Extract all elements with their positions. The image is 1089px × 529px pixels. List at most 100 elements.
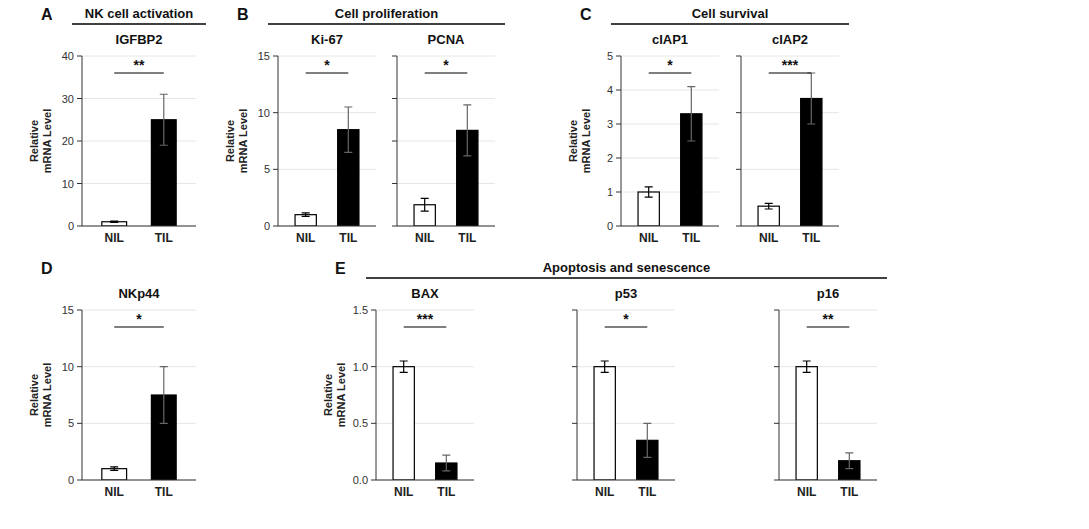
grid-line <box>397 141 495 142</box>
x-tick-label: NIL <box>639 231 658 245</box>
y-tick-label: 1.5 <box>353 304 368 316</box>
error-bar <box>160 94 168 145</box>
grid-line <box>577 366 675 367</box>
x-axis <box>741 226 839 227</box>
panel-title: cIAP2 <box>772 32 808 47</box>
panel: 0.00.51.01.5NILTILBAXRelativemRNA Level*… <box>322 260 474 499</box>
grid-line <box>82 183 196 184</box>
y-axis-label: RelativemRNA Level <box>28 109 53 173</box>
panel-letter: C <box>580 6 592 23</box>
y-tick <box>77 183 82 184</box>
y-tick-label: 10 <box>62 361 74 373</box>
grid-line <box>82 98 196 99</box>
significance-label: * <box>623 311 629 327</box>
bar <box>594 367 615 480</box>
y-tick <box>616 192 621 193</box>
y-tick-label: 0 <box>68 220 74 232</box>
y-tick <box>572 423 577 424</box>
y-tick-label: 40 <box>62 50 74 62</box>
error-bar <box>601 361 609 372</box>
y-tick <box>77 98 82 99</box>
x-tick-label: NIL <box>296 231 315 245</box>
y-tick <box>572 480 577 481</box>
grid-line <box>278 169 376 170</box>
y-tick-label: 1.0 <box>353 361 368 373</box>
panel-title: BAX <box>411 286 439 301</box>
panel-title: p53 <box>615 286 637 301</box>
error-bar <box>344 107 352 152</box>
grid-line <box>397 183 495 184</box>
y-tick <box>616 226 621 227</box>
error-bar <box>110 221 118 222</box>
bar <box>393 367 414 480</box>
y-tick-label: 30 <box>62 93 74 105</box>
error-bar <box>645 187 653 197</box>
panel: NILTILp53* <box>572 286 675 499</box>
y-tick <box>273 169 278 170</box>
y-tick <box>392 183 397 184</box>
grid-line <box>376 480 474 481</box>
y-tick <box>392 56 397 57</box>
y-tick <box>616 124 621 125</box>
plot-area <box>594 361 658 480</box>
panel-title: IGFBP2 <box>116 32 163 47</box>
plot-area <box>638 87 702 226</box>
panel: NILTILp16** <box>774 286 877 499</box>
y-axis-label: RelativemRNA Level <box>567 109 592 173</box>
grid-line <box>621 158 719 159</box>
plot-area <box>295 107 359 226</box>
x-tick-label: TIL <box>682 231 700 245</box>
panel-letter: A <box>41 6 53 23</box>
y-tick-label: 0 <box>607 220 613 232</box>
y-tick <box>77 226 82 227</box>
y-axis <box>741 56 742 226</box>
y-tick-label: 0.0 <box>353 474 368 486</box>
x-tick-label: TIL <box>155 485 173 499</box>
y-tick <box>371 310 376 311</box>
group-underline <box>268 23 505 25</box>
grid-line <box>82 480 196 481</box>
y-axis <box>577 310 578 480</box>
panel-title: Ki-67 <box>311 32 343 47</box>
panel: 051015NILTILKi-67RelativemRNA Level*B <box>224 6 376 245</box>
grid-line <box>82 366 196 367</box>
x-axis <box>376 480 474 481</box>
y-axis <box>397 56 398 226</box>
y-tick <box>77 480 82 481</box>
plot-area <box>758 73 822 226</box>
group-underline <box>72 23 206 25</box>
group-label: Cell survival <box>692 6 769 21</box>
x-tick-label: NIL <box>105 485 124 499</box>
y-tick <box>371 366 376 367</box>
y-tick <box>736 112 741 113</box>
y-tick <box>77 366 82 367</box>
y-tick <box>77 141 82 142</box>
y-tick <box>273 226 278 227</box>
plot-area <box>414 105 478 226</box>
x-tick-label: NIL <box>105 231 124 245</box>
significance-label: * <box>324 57 330 73</box>
bar <box>102 222 127 226</box>
x-tick-label: TIL <box>437 485 455 499</box>
panel-title: p16 <box>817 286 839 301</box>
grid-line <box>82 141 196 142</box>
x-axis <box>82 480 196 481</box>
background <box>0 0 1089 529</box>
y-tick <box>616 56 621 57</box>
grid-line <box>741 112 839 113</box>
group-underline <box>611 23 849 25</box>
figure: 010203040NILTILIGFBP2RelativemRNA Level*… <box>0 0 1089 529</box>
grid-line <box>82 423 196 424</box>
error-bar <box>687 87 695 141</box>
panel-title: PCNA <box>428 32 465 47</box>
grid-line <box>397 226 495 227</box>
grid-line <box>741 226 839 227</box>
y-tick-label: 10 <box>62 178 74 190</box>
grid-line <box>82 226 196 227</box>
grid-line <box>741 169 839 170</box>
error-bar <box>463 105 471 156</box>
y-tick <box>273 112 278 113</box>
y-tick <box>77 56 82 57</box>
grid-line <box>779 480 877 481</box>
x-axis <box>82 226 196 227</box>
